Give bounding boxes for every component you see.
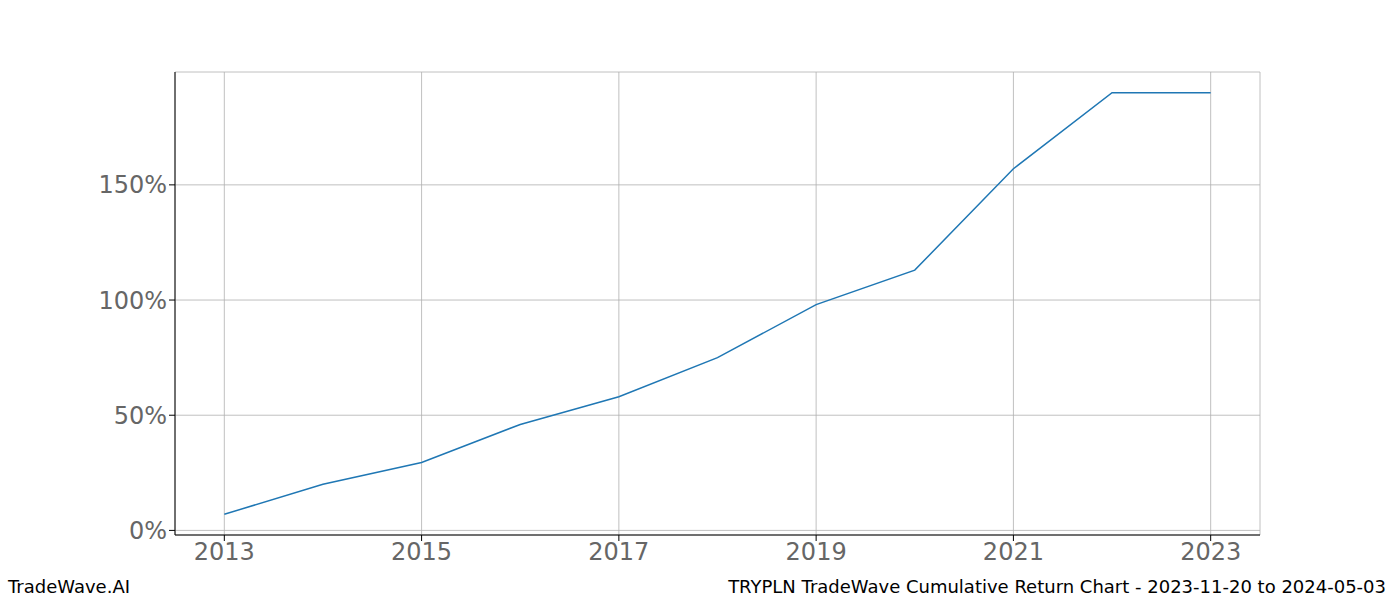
svg-text:2013: 2013 xyxy=(194,538,255,566)
svg-text:2021: 2021 xyxy=(983,538,1044,566)
svg-text:2019: 2019 xyxy=(786,538,847,566)
svg-text:2015: 2015 xyxy=(391,538,452,566)
html-text:TradeWave.AI: TradeWave.AI xyxy=(8,576,130,597)
svg-text:100%: 100% xyxy=(98,287,167,315)
svg-text:150%: 150% xyxy=(98,171,167,199)
svg-text:50%: 50% xyxy=(114,402,167,430)
html-text:TRYPLN TradeWave Cumulative Re: TRYPLN TradeWave Cumulative Return Chart… xyxy=(728,576,1386,597)
svg-text:0%: 0% xyxy=(129,517,167,545)
svg-text:2023: 2023 xyxy=(1180,538,1241,566)
svg-text:2017: 2017 xyxy=(588,538,649,566)
